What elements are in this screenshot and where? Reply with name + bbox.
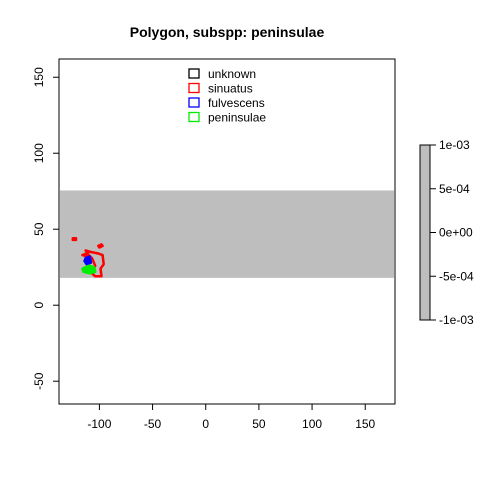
legend-label-sinuatus: sinuatus: [208, 82, 253, 96]
polygon-sinuatus-1: [81, 252, 89, 258]
y-tick-label: -50: [32, 372, 46, 390]
x-tick-label: -100: [87, 417, 111, 431]
colorbar-tick-label: -1e-03: [439, 313, 474, 327]
x-tick-label: 100: [302, 417, 322, 431]
x-tick-label: 50: [252, 417, 266, 431]
colorbar-tick-label: 0e+00: [439, 226, 473, 240]
polygon-sinuatus-3: [71, 237, 78, 242]
colorbar-tick-label: 5e-04: [439, 182, 470, 196]
x-tick-label: 150: [355, 417, 375, 431]
legend-label-unknown: unknown: [208, 67, 256, 81]
legend-swatch-peninsulae: [188, 111, 200, 123]
x-axis: -100 -50 0 50 100 150: [87, 403, 376, 431]
plot-area: [58, 58, 396, 405]
chart-title: Polygon, subspp: peninsulae: [130, 24, 325, 40]
legend-label-fulvescens: fulvescens: [208, 96, 265, 110]
colorbar-tick-label: 1e-03: [439, 138, 470, 152]
y-tick-label: 50: [32, 222, 46, 236]
y-axis: -50 0 50 100 150: [32, 67, 60, 390]
y-tick-label: 0: [32, 302, 46, 309]
polygon-peninsulae-0: [81, 264, 97, 275]
polygon-fulvescens-0: [83, 255, 93, 266]
x-tick-label: 0: [202, 417, 209, 431]
legend-swatch-fulvescens: [188, 97, 200, 108]
raster-band: [60, 190, 394, 278]
legend-swatch-sinuatus: [188, 82, 200, 94]
colorbar-ticks: 1e-03 5e-04 0e+00 -5e-04 -1e-03: [430, 138, 474, 327]
x-tick-label: -50: [144, 417, 162, 431]
colorbar: 1e-03 5e-04 0e+00 -5e-04 -1e-03: [419, 138, 474, 327]
y-tick-label: 100: [32, 143, 46, 163]
y-tick-label: 150: [32, 67, 46, 87]
colorbar-tick-label: -5e-04: [439, 269, 474, 283]
polygon-layer: [71, 237, 105, 278]
colorbar-bar: [419, 144, 431, 321]
legend-swatch-unknown: [188, 68, 200, 79]
legend-label-peninsulae: peninsulae: [208, 111, 266, 125]
polygon-sinuatus-2: [97, 243, 104, 249]
